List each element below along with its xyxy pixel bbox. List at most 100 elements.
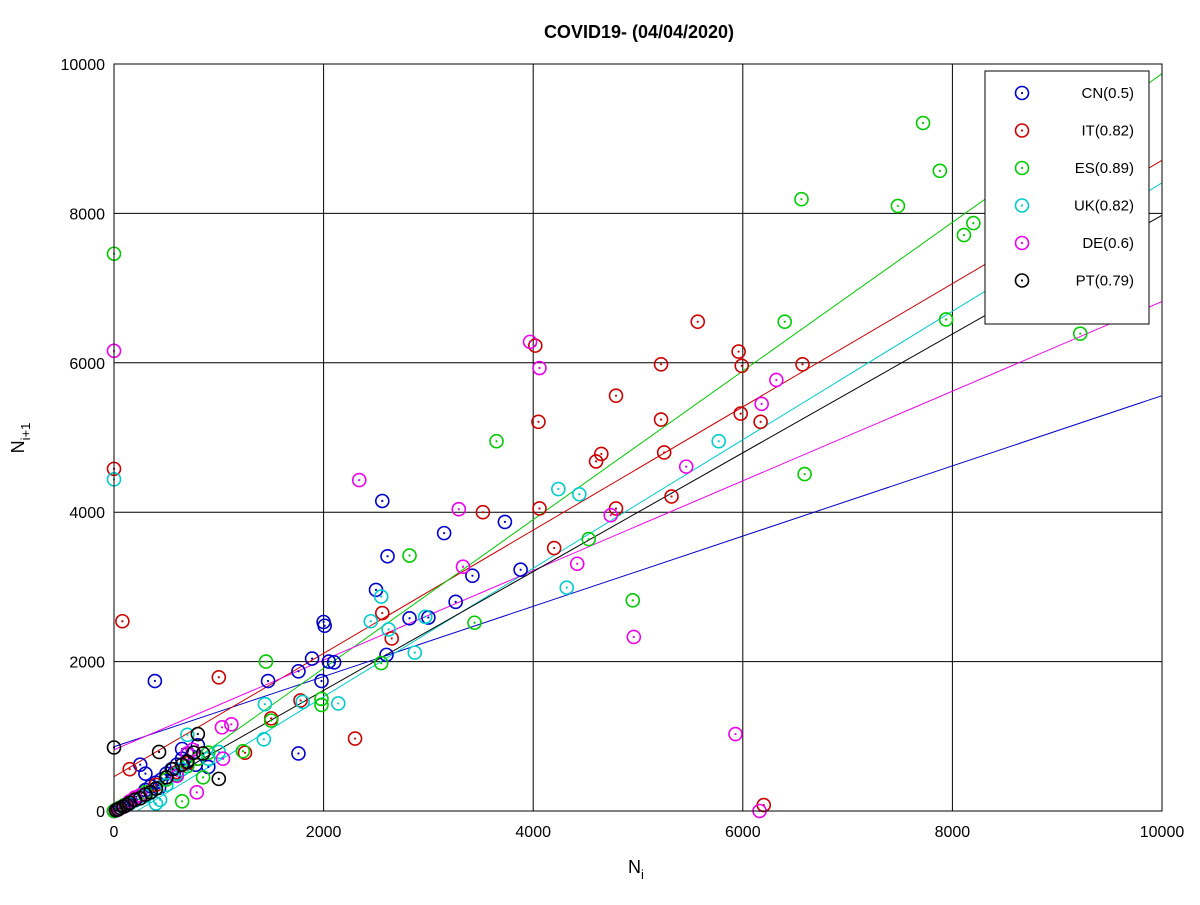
data-point bbox=[531, 414, 546, 430]
data-point bbox=[653, 412, 669, 427]
legend-item: DE(0.6) bbox=[1014, 235, 1134, 252]
x-tick-label: 8000 bbox=[935, 824, 971, 841]
legend-label: UK(0.82) bbox=[1074, 198, 1134, 215]
data-point bbox=[174, 793, 190, 809]
data-point bbox=[551, 481, 566, 497]
data-point bbox=[115, 613, 130, 629]
legend-item: PT(0.79) bbox=[1014, 273, 1134, 290]
x-axis-label-base: N bbox=[628, 857, 641, 877]
data-point bbox=[569, 556, 585, 572]
data-point bbox=[532, 360, 547, 376]
data-point bbox=[384, 631, 400, 646]
data-point bbox=[380, 548, 395, 564]
legend-marker bbox=[1014, 85, 1030, 101]
legend-label: DE(0.6) bbox=[1082, 235, 1134, 252]
legend-marker bbox=[1014, 123, 1030, 138]
data-point bbox=[235, 743, 251, 759]
data-point bbox=[522, 334, 538, 350]
data-point bbox=[890, 198, 906, 214]
legend-marker bbox=[1014, 198, 1030, 213]
legend-item: IT(0.82) bbox=[1014, 123, 1134, 140]
legend-marker bbox=[1014, 273, 1030, 288]
data-point bbox=[317, 618, 332, 634]
data-point bbox=[293, 693, 308, 708]
data-point bbox=[455, 559, 471, 575]
data-point bbox=[347, 731, 363, 746]
data-point bbox=[211, 669, 227, 685]
x-tick-label: 2000 bbox=[306, 824, 342, 841]
data-point bbox=[263, 713, 279, 728]
data-point bbox=[295, 694, 310, 710]
data-point bbox=[186, 745, 201, 761]
legend-box bbox=[984, 70, 1150, 325]
legend-label: PT(0.79) bbox=[1076, 273, 1134, 290]
data-point bbox=[448, 594, 463, 610]
points-layer bbox=[106, 115, 1088, 819]
data-point bbox=[753, 414, 768, 430]
data-point bbox=[291, 664, 306, 679]
data-point bbox=[966, 215, 981, 231]
data-point bbox=[189, 785, 205, 800]
legend: CN(0.5) IT(0.82) ES(0.89) UK(0.82) DE(0.6) PT… bbox=[984, 70, 1150, 325]
data-point bbox=[190, 726, 206, 742]
data-point bbox=[237, 745, 253, 761]
data-point bbox=[795, 356, 810, 372]
plot-frame bbox=[113, 63, 1163, 812]
data-point bbox=[915, 115, 931, 131]
data-point bbox=[373, 589, 389, 604]
data-point bbox=[363, 613, 379, 629]
data-point bbox=[402, 548, 417, 563]
data-point bbox=[379, 647, 394, 663]
data-point bbox=[594, 446, 609, 462]
legend-label: CN(0.5) bbox=[1081, 85, 1134, 102]
legend-item: ES(0.89) bbox=[1014, 160, 1134, 177]
data-point bbox=[122, 761, 138, 777]
legend-marker bbox=[1014, 160, 1030, 176]
data-point bbox=[151, 744, 167, 760]
data-point bbox=[653, 356, 669, 372]
data-point bbox=[417, 609, 433, 625]
data-point bbox=[513, 562, 528, 578]
x-tick-label: 10000 bbox=[1140, 824, 1185, 841]
data-point bbox=[314, 691, 329, 707]
data-point bbox=[119, 797, 134, 813]
data-point bbox=[559, 580, 575, 595]
data-point bbox=[588, 454, 604, 469]
data-point bbox=[180, 727, 195, 743]
y-tick-label: 0 bbox=[96, 804, 105, 821]
y-tick-label: 10000 bbox=[61, 57, 106, 74]
data-point bbox=[330, 696, 346, 711]
y-axis-label: Ni+1 bbox=[8, 423, 33, 454]
data-point bbox=[581, 531, 597, 547]
data-point bbox=[956, 227, 972, 243]
x-tick-label: 0 bbox=[110, 824, 119, 841]
data-point bbox=[690, 314, 706, 330]
data-point bbox=[769, 372, 784, 388]
data-point bbox=[678, 459, 694, 474]
legend-marker bbox=[1014, 235, 1030, 251]
y-tick-label: 4000 bbox=[69, 505, 105, 522]
data-point bbox=[626, 629, 642, 645]
y-axis-label-base: N bbox=[8, 440, 28, 453]
data-point bbox=[291, 746, 306, 761]
data-point bbox=[938, 312, 954, 327]
data-point bbox=[797, 466, 812, 482]
data-point bbox=[546, 540, 562, 556]
data-point bbox=[304, 651, 320, 666]
fit-line bbox=[113, 395, 1163, 748]
y-axis-label-sub: i+1 bbox=[18, 423, 33, 441]
data-point bbox=[1072, 326, 1088, 341]
data-point bbox=[711, 433, 726, 449]
data-point bbox=[497, 514, 513, 530]
data-point bbox=[256, 731, 272, 747]
data-point bbox=[932, 163, 948, 179]
data-point bbox=[734, 358, 750, 374]
data-point bbox=[211, 771, 227, 787]
data-point bbox=[260, 673, 276, 689]
data-point bbox=[656, 445, 672, 460]
data-point bbox=[195, 770, 211, 785]
data-point bbox=[215, 751, 231, 767]
data-point bbox=[436, 525, 452, 541]
data-point bbox=[794, 191, 809, 207]
